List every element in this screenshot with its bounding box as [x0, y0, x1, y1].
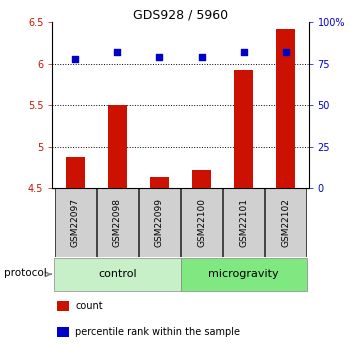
Text: GSM22102: GSM22102 — [281, 198, 290, 247]
Bar — [223, 188, 264, 257]
Bar — [265, 188, 306, 257]
Point — [73, 56, 78, 62]
Text: protocol: protocol — [4, 268, 46, 277]
Text: GSM22101: GSM22101 — [239, 198, 248, 247]
Text: GSM22100: GSM22100 — [197, 198, 206, 247]
Text: GSM22097: GSM22097 — [71, 198, 80, 247]
Text: control: control — [98, 269, 137, 279]
Point — [199, 55, 204, 60]
Bar — [180, 258, 306, 291]
Bar — [150, 177, 169, 188]
Bar — [57, 302, 69, 310]
Bar — [192, 170, 211, 188]
Bar — [108, 105, 127, 188]
Bar — [181, 188, 222, 257]
Bar — [139, 188, 180, 257]
Text: percentile rank within the sample: percentile rank within the sample — [75, 327, 240, 337]
Point — [283, 49, 288, 55]
Point — [157, 55, 162, 60]
Bar — [276, 29, 295, 188]
Bar — [55, 258, 180, 291]
Text: GSM22099: GSM22099 — [155, 198, 164, 247]
Point — [241, 49, 247, 55]
Bar — [66, 157, 85, 188]
Bar — [57, 327, 69, 337]
Text: microgravity: microgravity — [208, 269, 279, 279]
Bar — [234, 70, 253, 188]
Title: GDS928 / 5960: GDS928 / 5960 — [133, 8, 228, 21]
Bar — [55, 188, 96, 257]
Text: GSM22098: GSM22098 — [113, 198, 122, 247]
Bar — [97, 188, 138, 257]
Text: count: count — [75, 301, 103, 311]
Point — [114, 49, 120, 55]
